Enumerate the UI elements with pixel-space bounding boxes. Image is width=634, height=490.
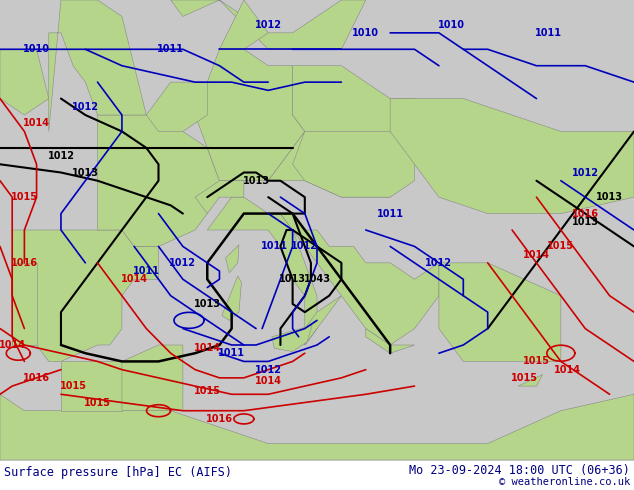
Text: 1011: 1011 xyxy=(157,44,184,54)
Polygon shape xyxy=(98,115,219,246)
Text: 1011: 1011 xyxy=(535,28,562,38)
Text: 1015: 1015 xyxy=(547,242,574,251)
Text: 1014: 1014 xyxy=(255,376,281,386)
Text: 1015: 1015 xyxy=(511,373,538,383)
Text: 1013: 1013 xyxy=(596,192,623,202)
Polygon shape xyxy=(366,329,415,353)
Polygon shape xyxy=(518,374,543,386)
Text: Mo 23-09-2024 18:00 UTC (06+36): Mo 23-09-2024 18:00 UTC (06+36) xyxy=(409,464,630,476)
Text: 1013: 1013 xyxy=(194,299,221,309)
Polygon shape xyxy=(49,0,146,131)
Text: 1015: 1015 xyxy=(11,192,38,202)
Polygon shape xyxy=(61,362,122,411)
Text: 1014: 1014 xyxy=(120,274,148,284)
Polygon shape xyxy=(293,131,415,197)
Text: 1014: 1014 xyxy=(0,340,26,350)
Text: 1010: 1010 xyxy=(437,20,465,29)
Text: 1013: 1013 xyxy=(72,168,99,177)
Text: 1014: 1014 xyxy=(23,118,50,128)
Polygon shape xyxy=(122,345,183,411)
Polygon shape xyxy=(390,98,634,214)
Polygon shape xyxy=(195,49,305,181)
Text: 1015: 1015 xyxy=(84,397,111,408)
Text: 1012: 1012 xyxy=(572,168,598,177)
Text: 1016: 1016 xyxy=(572,209,598,219)
Text: 1012: 1012 xyxy=(291,242,318,251)
Text: 1012: 1012 xyxy=(48,151,74,161)
Polygon shape xyxy=(268,66,415,197)
Text: 1016: 1016 xyxy=(206,414,233,424)
Text: 1010: 1010 xyxy=(353,28,379,38)
Text: 1012: 1012 xyxy=(169,258,197,268)
Text: 1043: 1043 xyxy=(304,274,330,284)
Polygon shape xyxy=(226,245,239,273)
Text: 1011: 1011 xyxy=(218,348,245,358)
Polygon shape xyxy=(171,0,366,49)
Polygon shape xyxy=(219,0,268,49)
Text: 1015: 1015 xyxy=(60,381,87,391)
Text: 1014: 1014 xyxy=(553,365,581,375)
Text: 1013: 1013 xyxy=(572,217,598,227)
Text: 1016: 1016 xyxy=(11,258,38,268)
Polygon shape xyxy=(12,230,158,362)
Text: 1013: 1013 xyxy=(243,176,269,186)
Text: 1016: 1016 xyxy=(23,373,50,383)
Text: 1015: 1015 xyxy=(194,386,221,396)
Text: 1014: 1014 xyxy=(194,343,221,353)
Text: 1012: 1012 xyxy=(255,20,281,29)
Text: © weatheronline.co.uk: © weatheronline.co.uk xyxy=(499,477,630,487)
Polygon shape xyxy=(305,295,341,345)
Polygon shape xyxy=(146,82,207,131)
Polygon shape xyxy=(0,49,49,115)
Text: 1012: 1012 xyxy=(255,365,281,375)
Text: Surface pressure [hPa] EC (AIFS): Surface pressure [hPa] EC (AIFS) xyxy=(4,466,232,479)
Text: 1012: 1012 xyxy=(72,102,99,112)
Polygon shape xyxy=(12,263,37,345)
Text: 1011: 1011 xyxy=(133,266,160,276)
Polygon shape xyxy=(272,325,312,351)
Polygon shape xyxy=(439,263,561,362)
Text: 1011: 1011 xyxy=(261,242,288,251)
Polygon shape xyxy=(280,214,439,345)
Text: 1013: 1013 xyxy=(279,274,306,284)
Text: 1014: 1014 xyxy=(523,249,550,260)
Polygon shape xyxy=(207,197,317,345)
Text: 1012: 1012 xyxy=(425,258,453,268)
Polygon shape xyxy=(195,181,244,214)
Text: 1015: 1015 xyxy=(523,356,550,367)
Polygon shape xyxy=(0,394,634,460)
Text: 1011: 1011 xyxy=(377,209,404,219)
Polygon shape xyxy=(222,276,242,320)
Text: 1010: 1010 xyxy=(23,44,50,54)
